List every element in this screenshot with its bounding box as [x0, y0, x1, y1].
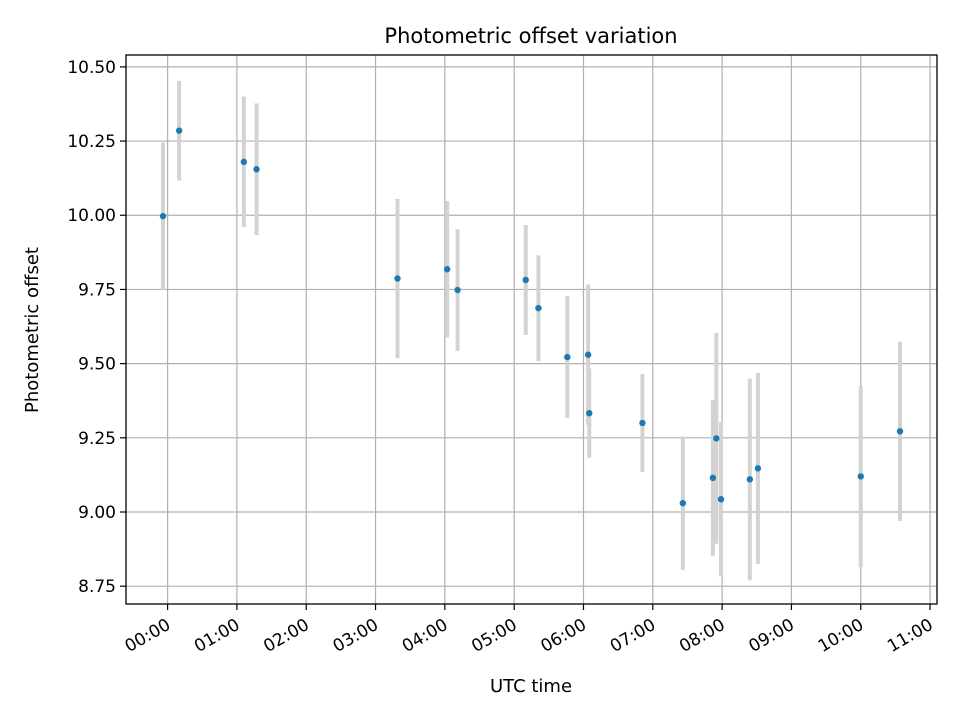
- data-point: [240, 158, 248, 166]
- y-tick-label: 10.50: [67, 58, 116, 78]
- data-point: [746, 476, 754, 483]
- data-point: [175, 127, 183, 134]
- data-point: [896, 428, 904, 435]
- y-axis-ticks: 8.75 9.00 9.25 9.50 9.75 10.00 10.25 10.50: [67, 58, 126, 597]
- y-tick-label: 9.00: [78, 503, 116, 523]
- data-point: [679, 499, 687, 507]
- x-axis-label: UTC time: [490, 676, 572, 697]
- y-tick-label: 9.75: [78, 280, 116, 300]
- data-point: [709, 474, 717, 482]
- y-tick-label: 10.00: [67, 206, 116, 226]
- grid: [126, 55, 937, 604]
- y-axis-label: Photometric offset: [22, 247, 43, 413]
- data-point: [159, 212, 167, 220]
- data-point: [717, 496, 725, 503]
- y-tick-label: 9.25: [78, 429, 116, 449]
- data-point: [857, 473, 864, 480]
- plot-frame: [125, 54, 938, 605]
- data-point: [586, 409, 593, 417]
- data-point: [535, 304, 542, 312]
- chart-title: Photometric offset variation: [384, 24, 677, 48]
- data-point: [564, 353, 571, 361]
- data-point: [394, 275, 401, 282]
- data-point: [443, 266, 451, 273]
- y-tick-label: 10.25: [67, 132, 116, 152]
- data-point: [522, 276, 529, 284]
- y-tick-label: 9.50: [78, 355, 116, 375]
- data-point: [454, 286, 461, 294]
- data-point: [713, 435, 720, 442]
- data-point: [584, 351, 592, 358]
- data-point: [639, 419, 646, 427]
- data-points: [159, 127, 904, 507]
- data-point: [754, 465, 762, 472]
- data-point: [253, 166, 260, 173]
- y-tick-label: 8.75: [78, 577, 116, 597]
